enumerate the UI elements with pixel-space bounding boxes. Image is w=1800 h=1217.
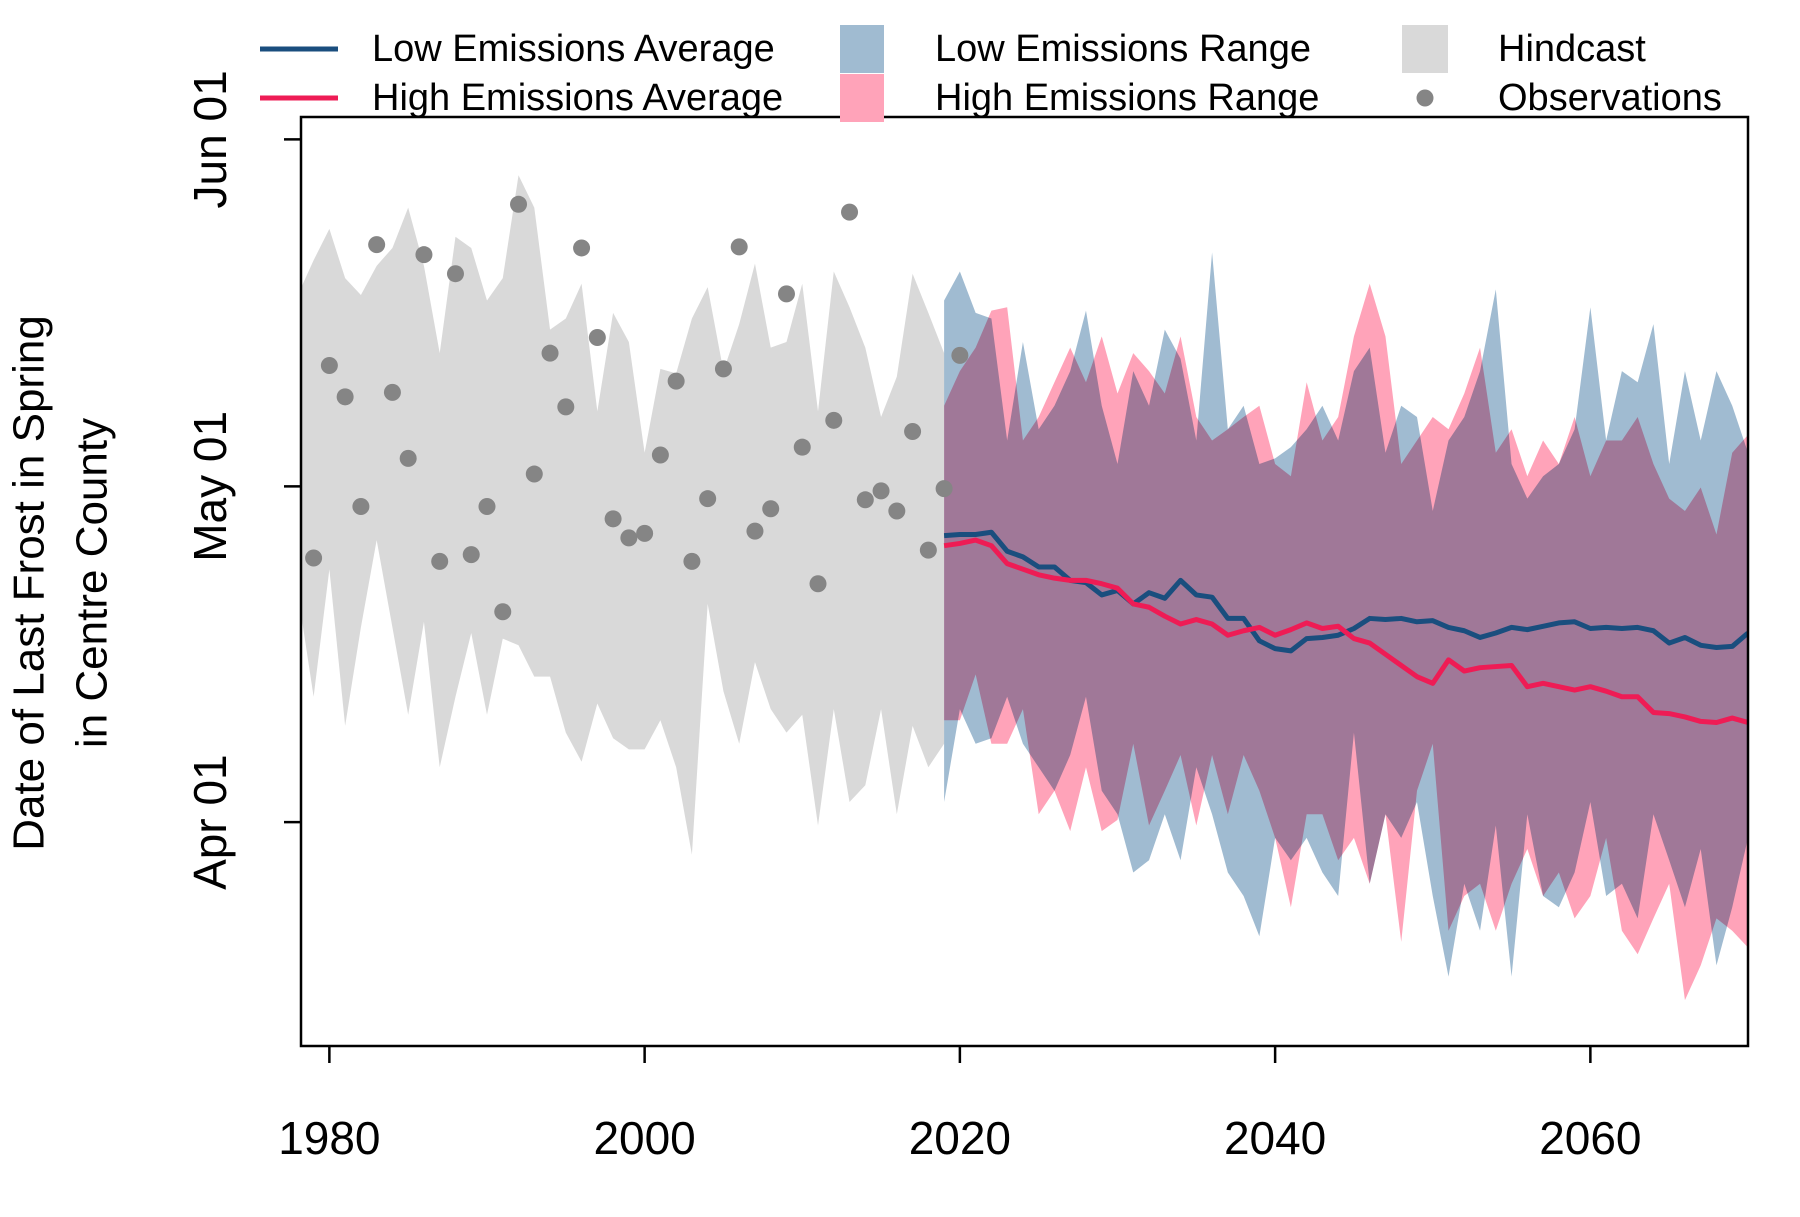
observation-point	[730, 238, 748, 256]
legend-swatch	[1402, 25, 1448, 73]
observation-point	[462, 546, 480, 564]
observation-point	[683, 552, 701, 570]
plot-frame	[299, 115, 1750, 1048]
legend-swatch	[840, 25, 884, 73]
x-tick-label: 2040	[1224, 1112, 1326, 1164]
observation-point	[446, 265, 464, 283]
y-tick-label: Apr 01	[184, 754, 236, 890]
observation-point	[352, 498, 370, 516]
legend-swatch	[840, 74, 884, 122]
observation-point	[904, 423, 922, 441]
range-band	[944, 252, 1748, 977]
observation-point	[777, 285, 795, 303]
x-tick-label: 1980	[278, 1112, 380, 1164]
observation-point	[651, 446, 669, 464]
observation-point	[478, 498, 496, 516]
observation-point	[368, 236, 386, 254]
observation-point	[494, 603, 512, 621]
observation-point	[383, 383, 401, 401]
observation-point	[872, 482, 890, 500]
legend-label: Observations	[1498, 77, 1722, 119]
axes: Apr 01 May 01 Jun 01 1980 2000 2020 2040 2060	[184, 70, 1750, 1164]
observation-point	[762, 500, 780, 518]
observation-point	[919, 541, 937, 559]
y-axis-title: Date of Last Frost in Spring	[5, 315, 54, 851]
observation-point	[699, 490, 717, 508]
observation-point	[620, 529, 638, 547]
observation-point	[604, 510, 622, 528]
observation-point	[573, 239, 591, 257]
range-band	[301, 175, 945, 855]
observation-point	[888, 502, 906, 520]
y-axis-title: in Centre County	[68, 418, 117, 748]
observation-point	[856, 491, 874, 509]
observation-point	[951, 346, 969, 364]
y-tick-label: Jun 01	[184, 70, 236, 208]
observation-point	[336, 388, 354, 406]
observation-point	[667, 372, 685, 390]
bands	[301, 175, 1748, 1001]
observation-point	[841, 203, 859, 221]
legend-point	[1416, 89, 1434, 107]
marks	[305, 195, 1748, 726]
x-tick-label: 2000	[593, 1112, 695, 1164]
observation-point	[557, 398, 575, 416]
legend: Low Emissions Average High Emissions Aver…	[260, 25, 1722, 122]
legend-label: High Emissions Average	[372, 77, 783, 119]
legend-label: Low Emissions Average	[372, 28, 775, 70]
observation-point	[415, 246, 433, 264]
legend-label: Hindcast	[1498, 28, 1646, 70]
observation-point	[320, 356, 338, 374]
legend-label: High Emissions Range	[935, 77, 1319, 119]
observation-point	[793, 438, 811, 456]
observation-point	[431, 552, 449, 570]
observation-point	[399, 449, 417, 467]
x-tick-label: 2060	[1539, 1112, 1641, 1164]
observation-point	[588, 328, 606, 346]
legend-label: Low Emissions Range	[935, 28, 1311, 70]
y-tick-label: May 01	[184, 411, 236, 562]
observation-point	[714, 360, 732, 378]
observation-point	[305, 549, 323, 567]
observation-point	[510, 195, 528, 213]
observation-point	[525, 465, 543, 483]
observation-point	[825, 411, 843, 429]
observation-point	[541, 344, 559, 362]
x-tick-label: 2020	[909, 1112, 1011, 1164]
average-line	[943, 537, 1748, 726]
observation-point	[636, 524, 654, 542]
observation-point	[809, 575, 827, 593]
observation-point	[746, 522, 764, 540]
observation-point	[935, 480, 953, 498]
